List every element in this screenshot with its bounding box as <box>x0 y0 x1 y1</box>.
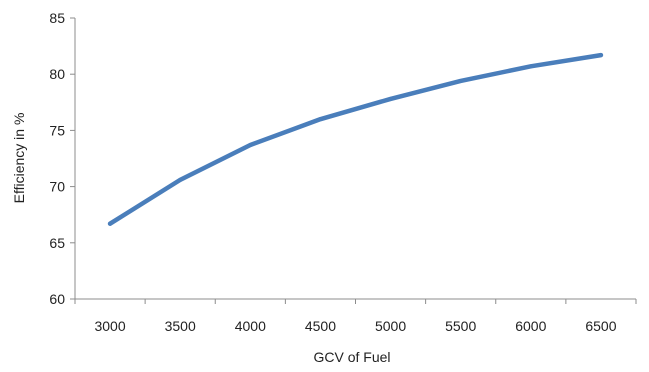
x-tick-label: 4000 <box>235 318 266 334</box>
y-tick-label: 70 <box>49 179 65 195</box>
y-tick-label: 75 <box>49 122 65 138</box>
chart-axes <box>74 18 636 300</box>
x-tick-label: 3000 <box>94 318 125 334</box>
x-tick-label: 4500 <box>305 318 336 334</box>
x-tick-label: 6000 <box>515 318 546 334</box>
data-point <box>388 96 393 101</box>
data-point <box>108 221 113 226</box>
x-tick-label: 5500 <box>445 318 476 334</box>
series-layer <box>107 52 604 226</box>
x-tick-label: 5000 <box>375 318 406 334</box>
x-tick-label: 3500 <box>165 318 196 334</box>
x-tick-label: 6500 <box>585 318 616 334</box>
data-point <box>248 143 253 148</box>
data-point <box>598 53 603 58</box>
y-tick-label: 85 <box>49 10 65 26</box>
series-line <box>107 52 604 226</box>
data-point <box>178 177 183 182</box>
data-point <box>458 78 463 83</box>
y-axis-ticks: 60 65 70 75 80 85 <box>49 10 75 307</box>
x-axis-ticks: 3000 3500 4000 4500 5000 5500 6000 6500 <box>74 299 637 334</box>
y-axis-title: Efficiency in % <box>11 113 27 204</box>
y-tick-label: 80 <box>49 66 65 82</box>
x-axis-title: GCV of Fuel <box>313 349 390 365</box>
y-tick-label: 60 <box>49 291 65 307</box>
data-point <box>528 64 533 69</box>
y-tick-label: 65 <box>49 235 65 251</box>
data-point <box>318 117 323 122</box>
